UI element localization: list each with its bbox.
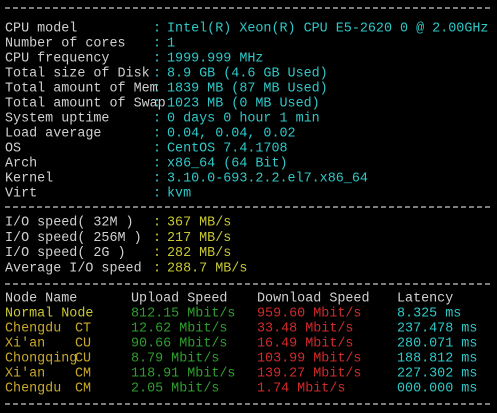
separator: : xyxy=(153,187,161,202)
latency: 280.071 ms xyxy=(397,337,477,352)
upload-speed: 90.66 Mbit/s xyxy=(131,337,227,352)
column-header: Download Speed xyxy=(257,292,370,307)
info-label: CPU frequency xyxy=(5,52,109,67)
separator: : xyxy=(153,67,161,82)
info-value: 3.10.0-693.2.2.el7.x86_64 xyxy=(167,172,368,187)
io-value: 282 MB/s xyxy=(167,246,231,261)
io-value: 217 MB/s xyxy=(167,231,231,246)
info-label: Total amount of Swap xyxy=(5,97,166,112)
node-isp: CT xyxy=(75,322,91,337)
info-label: Kernel xyxy=(5,172,53,187)
latency: 8.325 ms xyxy=(397,307,461,322)
info-value: 1999.999 MHz xyxy=(167,52,263,67)
upload-speed: 8.79 Mbit/s xyxy=(131,352,219,367)
upload-speed: 812.15 Mbit/s xyxy=(131,307,235,322)
info-value: x86_64 (64 Bit) xyxy=(167,157,288,172)
latency: 188.812 ms xyxy=(397,352,477,367)
io-label: I/O speed( 32M ) xyxy=(5,216,134,231)
info-label: Virt xyxy=(5,187,37,202)
info-label: Arch xyxy=(5,157,37,172)
separator: : xyxy=(153,127,161,142)
separator: : xyxy=(153,157,161,172)
info-value: 0 days 0 hour 1 min xyxy=(167,112,320,127)
download-speed: 33.48 Mbit/s xyxy=(257,322,353,337)
info-value: 1023 MB (0 MB Used) xyxy=(167,97,320,112)
info-value: 8.9 GB (4.6 GB Used) xyxy=(167,67,328,82)
download-speed: 959.60 Mbit/s xyxy=(257,307,361,322)
io-value: 367 MB/s xyxy=(167,216,231,231)
info-label: Load average xyxy=(5,127,101,142)
separator: : xyxy=(153,246,161,261)
download-speed: 139.27 Mbit/s xyxy=(257,367,361,382)
upload-speed: 118.91 Mbit/s xyxy=(131,367,235,382)
info-value: 1839 MB (87 MB Used) xyxy=(167,82,328,97)
info-value: 0.04, 0.04, 0.02 xyxy=(167,127,296,142)
node-name: Chengdu xyxy=(5,322,61,337)
separator: : xyxy=(153,97,161,112)
separator: : xyxy=(153,172,161,187)
info-value: Intel(R) Xeon(R) CPU E5-2620 0 @ 2.00GHz xyxy=(167,22,488,37)
node-name: Chengdu xyxy=(5,382,61,397)
io-label: Average I/O speed xyxy=(5,261,142,276)
io-label: I/O speed( 2G ) xyxy=(5,246,126,261)
separator: : xyxy=(153,142,161,157)
info-label: System uptime xyxy=(5,112,109,127)
separator: : xyxy=(153,52,161,67)
node-isp: CU xyxy=(75,352,91,367)
column-header: Node Name xyxy=(5,292,77,307)
node-name: Xi'an xyxy=(5,337,45,352)
node-isp: CU xyxy=(75,337,91,352)
node-name: Chongqing xyxy=(5,352,77,367)
info-value: CentOS 7.4.1708 xyxy=(167,142,288,157)
node-isp: CM xyxy=(75,367,91,382)
latency: 227.302 ms xyxy=(397,367,477,382)
separator: : xyxy=(153,37,161,52)
info-value: 1 xyxy=(167,37,175,52)
info-label: Total size of Disk xyxy=(5,67,150,82)
upload-speed: 12.62 Mbit/s xyxy=(131,322,227,337)
separator: : xyxy=(153,231,161,246)
latency: 000.000 ms xyxy=(397,382,477,397)
latency: 237.478 ms xyxy=(397,322,477,337)
column-header: Upload Speed xyxy=(131,292,227,307)
info-label: Total amount of Mem xyxy=(5,82,158,97)
node-isp: CM xyxy=(75,382,91,397)
separator: : xyxy=(153,22,161,37)
info-label: OS xyxy=(5,142,21,157)
node-name: Normal Node xyxy=(5,307,93,322)
io-value: 288.7 MB/s xyxy=(167,261,247,276)
separator: : xyxy=(153,216,161,231)
info-value: kvm xyxy=(167,187,191,202)
io-label: I/O speed( 256M ) xyxy=(5,231,142,246)
separator: : xyxy=(153,261,161,276)
download-speed: 1.74 Mbit/s xyxy=(257,382,345,397)
separator: : xyxy=(153,112,161,127)
info-label: Number of cores xyxy=(5,37,126,52)
download-speed: 16.49 Mbit/s xyxy=(257,337,353,352)
column-header: Latency xyxy=(397,292,453,307)
node-name: Xi'an xyxy=(5,367,45,382)
download-speed: 103.99 Mbit/s xyxy=(257,352,361,367)
upload-speed: 2.05 Mbit/s xyxy=(131,382,219,397)
separator: : xyxy=(153,82,161,97)
info-label: CPU model xyxy=(5,22,77,37)
